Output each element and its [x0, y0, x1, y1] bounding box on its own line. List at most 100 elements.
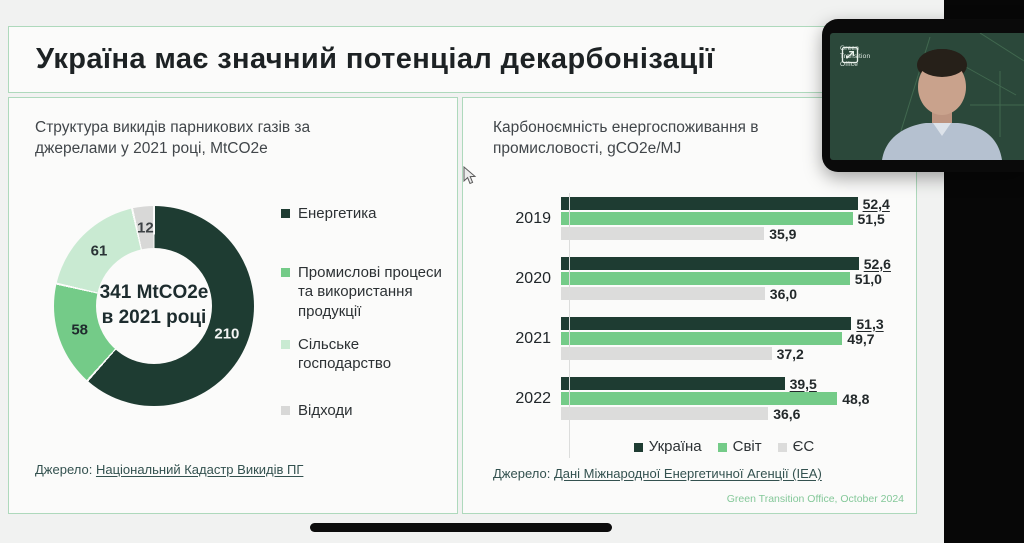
bar-legend-swatch-world [717, 442, 727, 452]
bar-source-link[interactable]: Дані Міжнародної Енергетичної Агенції (I… [553, 466, 822, 481]
legend-label: Відходи [298, 402, 353, 420]
bar-row-eu-2021: 37,2 [561, 345, 889, 362]
bar-rows: 51,3 49,7 37,2 [561, 315, 889, 362]
bar-value-ukraine-2022: 39,5 [789, 375, 817, 392]
bar-eu-2020 [561, 287, 765, 300]
bar-value-world-2020: 51,0 [854, 270, 882, 287]
donut-chart-title: Структура викидів парникових газів за дж… [35, 119, 311, 158]
legend-item-industry: Промислові процеси та використання проду… [281, 263, 449, 321]
legend-item-agriculture: Сільське господарство [281, 335, 449, 373]
bar-legend-item-world: Світ [717, 437, 762, 456]
bar-value-world-2021: 49,7 [847, 330, 875, 347]
bar-chart-axis [569, 193, 570, 459]
legend-item-energy: Енергетика [281, 204, 449, 223]
gto-logo-text: Green Transition Office [840, 45, 871, 68]
donut-center: 341 MtCO2e в 2021 році [96, 248, 212, 364]
year-label: 2021 [515, 329, 551, 347]
bar-eu-2021 [561, 347, 772, 360]
bar-chart-title: Карбоноємність енергоспоживання в промис… [493, 119, 759, 158]
donut-value-industry: 58 [71, 321, 89, 339]
bar-legend-swatch-ukraine [633, 442, 643, 452]
bar-row-world-2022: 48,8 [561, 390, 889, 407]
bar-value-ukraine-2019: 52,4 [862, 195, 890, 212]
mouse-cursor [463, 166, 477, 185]
bar-legend-item-ukraine: Україна [633, 437, 702, 456]
bar-eu-2019 [561, 227, 765, 240]
legend-label: Промислові процеси та використання проду… [298, 264, 442, 320]
bar-value-world-2022: 48,8 [842, 390, 870, 407]
donut-value-energy: 210 [214, 325, 240, 343]
bar-legend-label: ЄС [792, 438, 815, 455]
webcam-overlay[interactable]: Green Transition Office [822, 19, 1024, 172]
bar-group-2020: 2020 52,6 51,0 36,0 [489, 255, 891, 302]
bar-value-eu-2021: 37,2 [776, 345, 804, 362]
donut-source-link[interactable]: Національний Кадастр Викидів ПГ [95, 462, 304, 477]
bar-value-ukraine-2021: 51,3 [856, 315, 884, 332]
bar-row-ukraine-2020: 52,6 [561, 255, 891, 272]
donut-source: Джерело: Національний Кадастр Викидів ПГ [35, 462, 303, 477]
webcam-video: Green Transition Office [830, 33, 1024, 160]
bar-row-eu-2022: 36,6 [561, 405, 889, 422]
bar-row-world-2020: 51,0 [561, 270, 891, 287]
bar-row-ukraine-2019: 52,4 [561, 195, 890, 212]
bar-ukraine-2020 [561, 257, 859, 270]
bar-eu-2022 [561, 407, 769, 420]
legend-label: Сільське господарство [298, 335, 392, 372]
year-label: 2019 [515, 209, 551, 227]
legend-swatch-industry [281, 268, 290, 278]
bar-group-2021: 2021 51,3 49,7 37,2 [489, 315, 889, 362]
bar-value-eu-2022: 36,6 [773, 405, 801, 422]
bar-group-2019: 2019 52,4 51,5 35,9 [489, 195, 890, 242]
bar-row-world-2019: 51,5 [561, 210, 890, 227]
bar-legend-label: Світ [732, 438, 762, 455]
donut-center-total: 341 MtCO2e [99, 282, 209, 304]
bar-rows: 39,5 48,8 36,6 [561, 375, 889, 422]
slide-title: Україна має значний потенціал декарбоніз… [36, 43, 715, 75]
carbon-intensity-panel: Карбоноємність енергоспоживання в промис… [462, 97, 917, 514]
slide-title-bar: Україна має значний потенціал декарбоніз… [8, 26, 917, 93]
bar-ukraine-2021 [561, 317, 852, 330]
donut-center-year: в 2021 році [101, 307, 207, 328]
source-prefix: Джерело: [35, 462, 93, 477]
bar-row-ukraine-2022: 39,5 [561, 375, 889, 392]
donut-value-agriculture: 61 [90, 242, 108, 260]
bar-value-ukraine-2020: 52,6 [863, 255, 891, 272]
webcam-scene [882, 33, 1024, 160]
gto-logo: Green Transition Office [840, 45, 870, 68]
scrollbar-handle[interactable] [310, 523, 612, 532]
year-label: 2020 [515, 269, 551, 287]
bar-legend-swatch-eu [777, 442, 787, 452]
bar-source: Джерело: Дані Міжнародної Енергетичної А… [493, 466, 822, 481]
bar-ukraine-2022 [561, 377, 785, 390]
bar-row-eu-2020: 36,0 [561, 285, 891, 302]
year-label: 2022 [515, 389, 551, 407]
bar-world-2019 [561, 212, 853, 225]
donut-legend: Енергетика Промислові процеси та використ… [281, 204, 449, 420]
source-prefix: Джерело: [493, 466, 551, 481]
bar-value-eu-2019: 35,9 [769, 225, 797, 242]
donut-chart: 341 MtCO2e в 2021 році 210 58 61 12 [54, 206, 254, 406]
legend-item-waste: Відходи [281, 401, 449, 420]
bar-legend-item-eu: ЄС [777, 437, 815, 456]
bar-chart-legend: Україна Світ ЄС [559, 437, 889, 456]
bar-legend-label: Україна [648, 438, 702, 455]
legend-swatch-waste [281, 406, 290, 416]
bar-row-world-2021: 49,7 [561, 330, 889, 347]
footer-credit: Green Transition Office, October 2024 [726, 493, 904, 505]
bar-row-eu-2019: 35,9 [561, 225, 890, 242]
bar-world-2022 [561, 392, 838, 405]
bar-value-world-2019: 51,5 [857, 210, 885, 227]
bar-world-2020 [561, 272, 850, 285]
person-silhouette [882, 49, 1002, 160]
bar-rows: 52,4 51,5 35,9 [561, 195, 890, 242]
legend-swatch-energy [281, 209, 290, 218]
donut-value-waste: 12 [137, 219, 154, 237]
bar-rows: 52,6 51,0 36,0 [561, 255, 891, 302]
legend-label: Енергетика [298, 205, 377, 222]
bar-world-2021 [561, 332, 843, 345]
bar-value-eu-2020: 36,0 [769, 285, 798, 302]
bar-row-ukraine-2021: 51,3 [561, 315, 889, 332]
bar-ukraine-2019 [561, 197, 858, 210]
gto-logo-icon [841, 46, 859, 64]
legend-swatch-agriculture [281, 339, 290, 349]
